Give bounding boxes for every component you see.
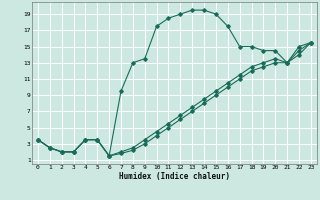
X-axis label: Humidex (Indice chaleur): Humidex (Indice chaleur)	[119, 172, 230, 181]
